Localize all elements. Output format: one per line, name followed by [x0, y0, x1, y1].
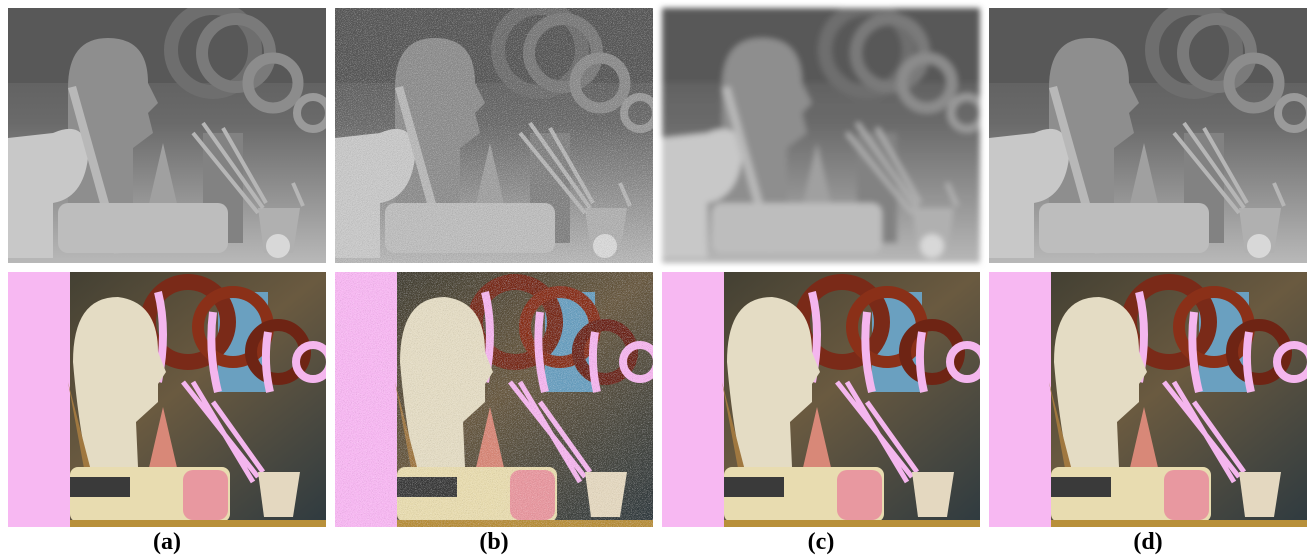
warped-image-c [662, 272, 984, 527]
depth-map-a [8, 8, 329, 263]
depth-map-b [335, 8, 656, 263]
depth-map-d [989, 8, 1309, 263]
depth-map-c [662, 8, 983, 263]
panel-label: (d) [1133, 529, 1162, 555]
panel-label: (c) [808, 529, 835, 555]
figure: (a) (b) (c) (d) [0, 0, 1309, 556]
panel-label: (a) [153, 529, 181, 555]
page: (a) (b) (c) (d) (() => { const data = JS… [0, 0, 1309, 556]
warped-image-d [989, 272, 1309, 527]
warped-image-a [8, 272, 330, 527]
warped-image-b [335, 272, 657, 527]
panel-label: (b) [479, 529, 508, 555]
